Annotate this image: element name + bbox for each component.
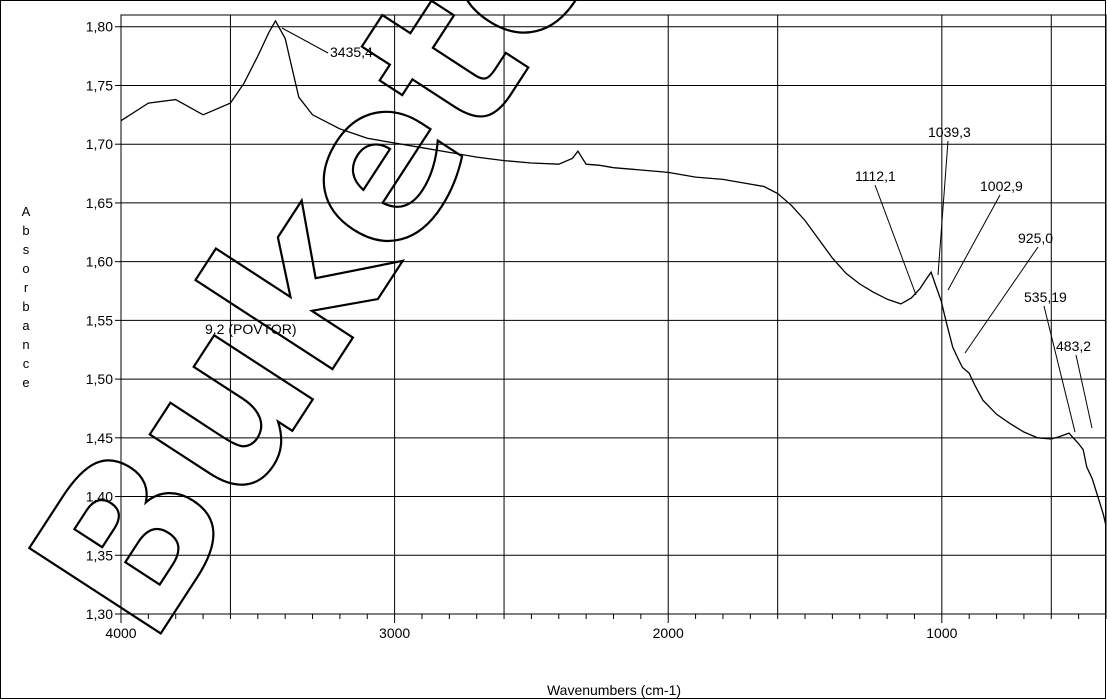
series xyxy=(120,19,1107,527)
y-tick-label: 1,75 xyxy=(86,77,113,93)
y-tick-label: 1,30 xyxy=(86,606,113,622)
annotation-label: 535,19 xyxy=(1024,289,1067,305)
y-axis-title-letter: b xyxy=(22,223,29,238)
watermark: Buketov Uni xyxy=(0,0,993,679)
annotation-label: 3435,4 xyxy=(330,44,373,60)
annotation-label: 1112,1 xyxy=(855,168,896,184)
y-tick-label: 1,80 xyxy=(86,19,113,35)
y-tick-label: 1,50 xyxy=(86,371,113,387)
watermark-text: Buketov Uni xyxy=(0,0,993,679)
x-tick-label: 4000 xyxy=(105,625,136,641)
y-tick-label: 1,35 xyxy=(86,547,113,563)
y-axis-title-letter: e xyxy=(22,375,29,390)
y-axis-title-letter: b xyxy=(22,299,29,314)
y-axis-title-letter: n xyxy=(22,337,29,352)
y-axis-title-letter: a xyxy=(22,318,30,333)
annotations: 3435,4 1112,1 1039,3 1002,9 925,0 535,19 483,2 xyxy=(281,27,1093,433)
annotation-leader xyxy=(874,184,917,296)
y-tick-label: 1,55 xyxy=(86,312,113,328)
x-tick-label: 2000 xyxy=(653,625,684,641)
y-tick-label: 1,45 xyxy=(86,430,113,446)
annotation-leader xyxy=(964,246,1039,354)
annotation-label: 1039,3 xyxy=(928,124,971,140)
y-axis-title-letter: c xyxy=(23,356,30,371)
x-axis-title: Wavenumbers (cm-1) xyxy=(547,682,681,698)
annotation-leader xyxy=(937,140,949,276)
annotation-label: 1002,9 xyxy=(980,178,1023,194)
x-tick-label: 3000 xyxy=(379,625,410,641)
y-axis-title-letter: r xyxy=(24,280,29,295)
y-tick-label: 1,65 xyxy=(86,195,113,211)
annotation-leader xyxy=(1043,305,1076,433)
annotation-label: 483,2 xyxy=(1056,338,1091,354)
y-tick-label: 1,70 xyxy=(86,136,113,152)
spectrum-line xyxy=(120,19,1107,527)
y-tick-label: 1,40 xyxy=(86,489,113,505)
annotation-label: 925,0 xyxy=(1018,230,1053,246)
y-tick-label: 1,60 xyxy=(86,254,113,270)
y-axis-title-letter: o xyxy=(22,261,29,276)
annotation-leader xyxy=(1075,354,1093,429)
x-tick-label: 1000 xyxy=(926,625,957,641)
y-axis-title-letter: A xyxy=(22,204,31,219)
axes: 1,30 1,35 1,40 1,45 1,50 1,55 1,60 1,65 1,70 1,75… xyxy=(86,14,1107,641)
annotation-leader xyxy=(281,27,329,54)
y-axis-title-letter: s xyxy=(23,242,30,257)
annotation-leader xyxy=(947,194,1001,291)
sample-label: 9.2 (POVTOR) xyxy=(205,321,297,337)
